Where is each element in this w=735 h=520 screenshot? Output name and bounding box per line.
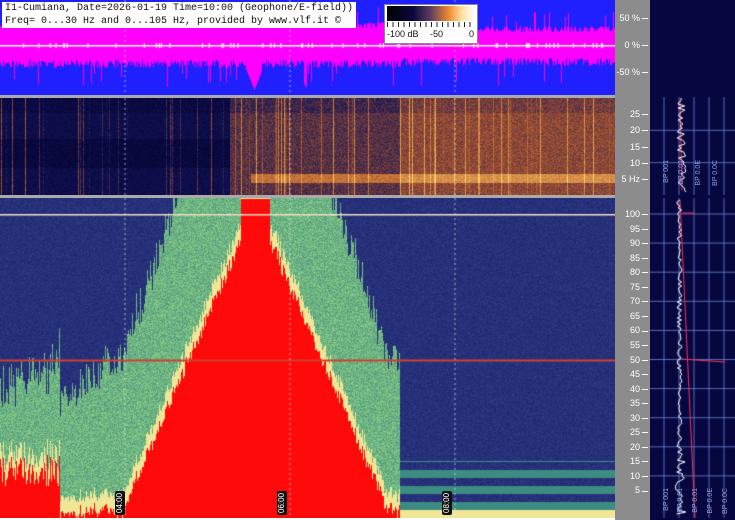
colorbar-label: 0 xyxy=(469,29,475,39)
y-tick-label: 20 xyxy=(630,126,648,135)
waveform-y-axis: 50 % 0 % -50 % xyxy=(615,0,650,95)
y-tick-label: 15 xyxy=(630,457,648,466)
y-tick-label: 85 xyxy=(630,253,648,263)
y-tick-label: 70 xyxy=(630,297,648,306)
spectrogram-high-panel xyxy=(0,198,615,518)
y-tick-label: 100 xyxy=(625,210,648,219)
y-tick-label: 65 xyxy=(630,311,648,321)
x-tick-label: 06:00 xyxy=(277,491,287,515)
colorbar-label: -100 dB xyxy=(387,29,419,39)
x-tick-label: 04:00 xyxy=(115,491,125,515)
y-tick-label: 5 Hz xyxy=(621,174,648,184)
y-tick-label: 5 xyxy=(635,486,648,495)
y-tick-label: 0 % xyxy=(624,41,648,50)
y-tick-label: 60 xyxy=(630,326,648,335)
y-tick-label: 50 xyxy=(630,355,648,365)
title-line-1: I1-Cumiana, Date=2026-01-19 Time=10:00 (… xyxy=(5,3,354,14)
y-tick-label: 25 xyxy=(630,428,648,437)
spectrogram-high-y-axis: 100 95 90 85 80 75 70 65 60 55 50 45 40 35 30 25 20 15 10 5 xyxy=(615,195,650,520)
y-tick-label: 40 xyxy=(630,384,648,394)
panel-divider xyxy=(0,195,615,198)
y-tick-label: 80 xyxy=(630,268,648,277)
side-panel-label: BP 0.0C xyxy=(712,160,719,186)
y-tick-label: 45 xyxy=(630,370,648,379)
panel-divider xyxy=(0,95,615,98)
y-tick-label: 30 xyxy=(630,413,648,423)
side-panel-label: BP 001 xyxy=(663,160,670,183)
side-panel-label: BP 0.0C xyxy=(722,488,729,514)
title-line-2: Freq= 0...30 Hz and 0...105 Hz, provided… xyxy=(5,16,342,27)
side-spectrum-panel xyxy=(650,0,735,520)
side-panel-label: BP 0.01 xyxy=(677,488,684,513)
colorbar-gradient xyxy=(387,6,475,21)
y-tick-label: 90 xyxy=(630,239,648,248)
colorbar-ticks xyxy=(387,22,475,27)
y-tick-label: 35 xyxy=(630,399,648,408)
chart-title: I1-Cumiana, Date=2026-01-19 Time=10:00 (… xyxy=(2,2,357,28)
y-tick-label: 20 xyxy=(630,442,648,452)
side-panel-label: BP 0.0E xyxy=(695,160,702,186)
y-tick-label: 25 xyxy=(630,110,648,119)
y-tick-label: 10 xyxy=(630,158,648,168)
side-panel-label: BP 0.01 xyxy=(678,160,685,185)
side-panel-label: BP 0.0E xyxy=(707,488,714,514)
y-tick-label: 50 % xyxy=(619,14,648,23)
y-tick-label: -50 % xyxy=(616,68,648,77)
x-tick-label: 08:00 xyxy=(442,491,452,515)
y-tick-label: 95 xyxy=(630,224,648,234)
side-panel-label: BP 001 xyxy=(663,488,670,511)
y-tick-label: 15 xyxy=(630,142,648,152)
spectrogram-low-panel xyxy=(0,98,615,195)
y-tick-label: 10 xyxy=(630,471,648,481)
spectrogram-low-y-axis: 25 20 15 10 5 Hz xyxy=(615,95,650,195)
y-tick-label: 75 xyxy=(630,282,648,292)
colorbar-legend: -100 dB -50 0 xyxy=(384,4,478,44)
side-panel-label: BP 0.01 xyxy=(692,488,699,513)
y-tick-label: 55 xyxy=(630,340,648,350)
colorbar-label: -50 xyxy=(430,29,444,39)
